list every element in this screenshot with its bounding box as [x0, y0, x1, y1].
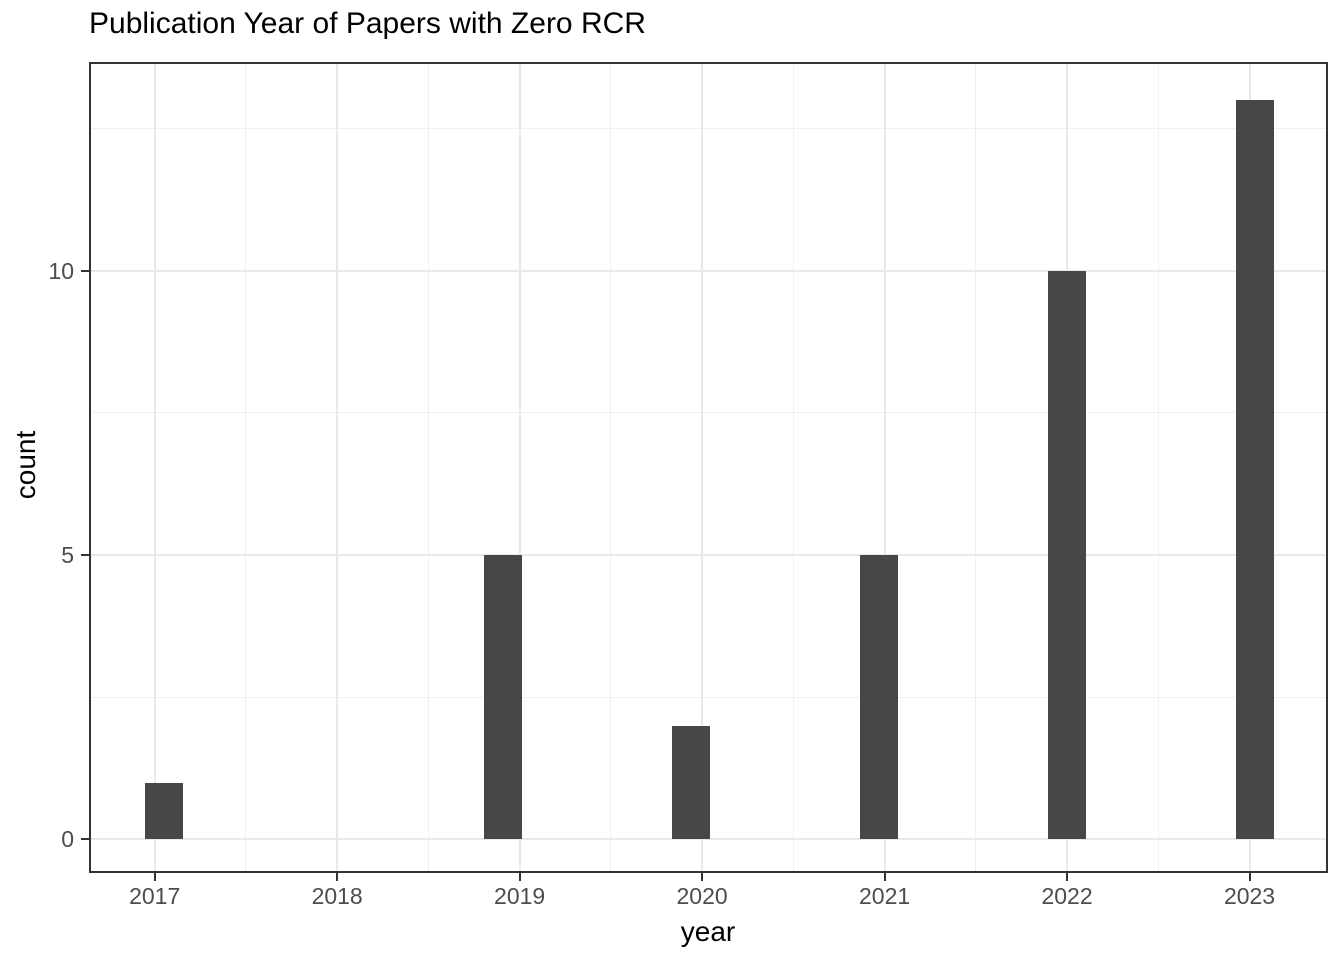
histogram-bar: [1048, 270, 1086, 840]
y-tick-label: 5: [61, 542, 74, 569]
x-tick-mark: [883, 873, 886, 881]
x-tick-mark: [1066, 873, 1069, 881]
histogram-bar: [860, 555, 898, 840]
y-tick-label: 10: [48, 257, 74, 284]
plot-panel: [89, 62, 1328, 873]
chart-title: Publication Year of Papers with Zero RCR: [89, 7, 646, 40]
histogram-bar: [1236, 100, 1274, 840]
h-gridline-minor: [89, 696, 1328, 698]
v-gridline-minor: [427, 62, 429, 873]
histogram-bar: [672, 725, 711, 840]
v-gridline-minor: [1157, 62, 1159, 873]
x-tick-label: 2022: [1041, 883, 1093, 909]
v-gridline-minor: [610, 62, 612, 873]
x-tick-label: 2021: [858, 883, 911, 909]
histogram-bar: [144, 782, 183, 840]
v-gridline-major: [153, 62, 156, 873]
v-gridline-major: [701, 62, 704, 873]
x-tick-label: 2017: [129, 883, 181, 909]
x-tick-mark: [153, 873, 156, 881]
h-gridline-major: [89, 554, 1328, 557]
h-gridline-minor: [89, 128, 1328, 130]
v-gridline-minor: [792, 62, 794, 873]
y-tick-mark: [81, 554, 89, 557]
x-tick-label: 2020: [676, 883, 728, 909]
h-gridline-major: [89, 838, 1328, 841]
histogram-bar: [484, 555, 523, 840]
x-tick-mark: [518, 873, 521, 881]
v-gridline-minor: [975, 62, 977, 873]
x-tick-mark: [336, 873, 339, 881]
h-gridline-minor: [89, 412, 1328, 414]
y-axis-title: count: [10, 430, 41, 500]
y-tick-mark: [81, 269, 89, 272]
y-tick-label: 0: [61, 826, 74, 853]
v-gridline-major: [883, 62, 886, 873]
x-tick-label: 2018: [311, 883, 363, 909]
v-gridline-major: [518, 62, 521, 873]
h-gridline-major: [89, 269, 1328, 272]
x-tick-label: 2023: [1223, 883, 1276, 909]
x-tick-mark: [1248, 873, 1251, 881]
v-gridline-minor: [245, 62, 247, 873]
x-axis-title: year: [680, 916, 736, 947]
x-tick-mark: [701, 873, 704, 881]
v-gridline-major: [336, 62, 339, 873]
y-tick-mark: [81, 838, 89, 841]
x-tick-label: 2019: [494, 883, 546, 909]
